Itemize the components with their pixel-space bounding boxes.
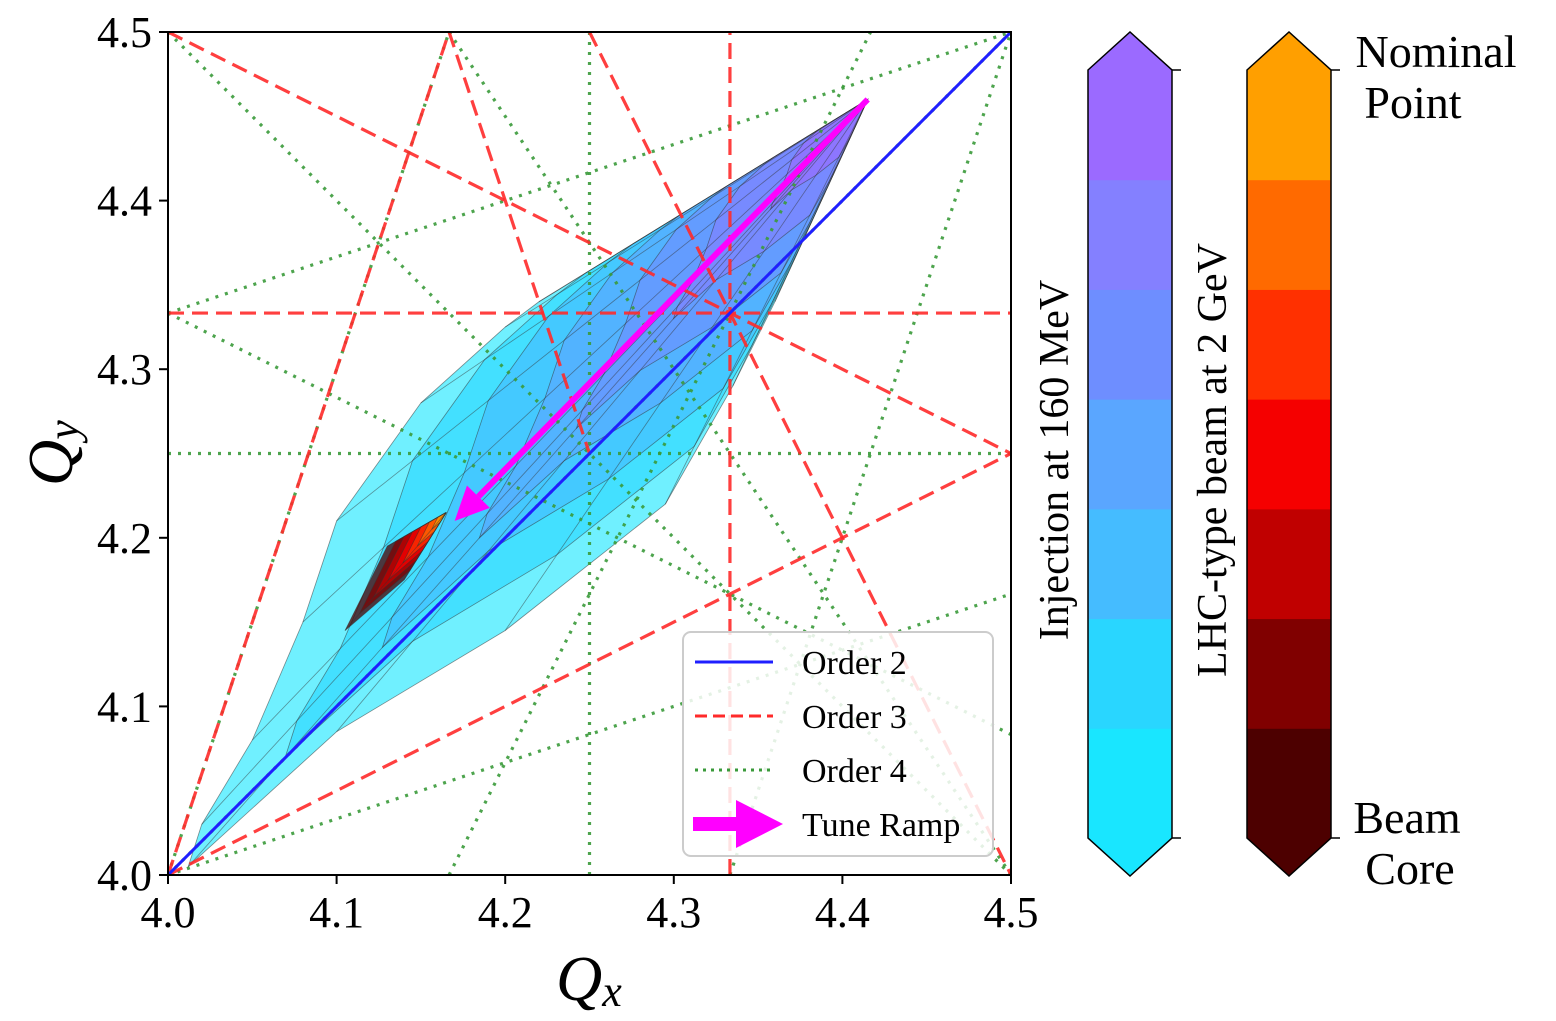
order2-resonance-line xyxy=(168,32,1011,875)
colorbar-segment xyxy=(1088,179,1172,290)
tune-ramp-arrow xyxy=(454,97,870,521)
colorbar-segment xyxy=(1247,618,1331,729)
footprint-mesh-line xyxy=(665,99,869,505)
footprint-mesh-line xyxy=(344,512,447,631)
footprint-mesh-line xyxy=(403,512,447,581)
colorbar-segment xyxy=(1088,728,1172,839)
footprint-mesh-line xyxy=(774,99,869,302)
colorbar-top-extension xyxy=(1247,32,1331,70)
legend-label: Order 3 xyxy=(802,699,907,736)
order4-resonance-line xyxy=(168,32,451,875)
y-axis-ticks: 4.0 4.1 4.2 4.3 4.4 4.5 xyxy=(97,8,168,900)
colorbar-segment xyxy=(1247,289,1331,400)
colorbar-segment xyxy=(1247,508,1331,620)
x-tick-label: 4.4 xyxy=(815,888,870,937)
x-tick-label: 4.5 xyxy=(984,888,1039,937)
colorbar-segment xyxy=(1088,618,1172,729)
colorbar-top-extension xyxy=(1088,32,1172,70)
colorbar-bottom-label-line2: Core xyxy=(1365,843,1454,894)
x-tick-label: 4.0 xyxy=(141,888,196,937)
y-tick-label: 4.4 xyxy=(97,177,152,226)
footprint-mesh-line xyxy=(504,99,869,631)
order4-resonance-line xyxy=(728,32,1011,875)
footprint-mesh-line xyxy=(336,99,868,732)
colorbar-segment xyxy=(1088,399,1172,510)
colorbar-bottom-extension xyxy=(1088,838,1172,876)
footprint-mesh-line xyxy=(538,99,868,303)
plot-frame xyxy=(167,31,1012,876)
y-axis-label: Qy xyxy=(15,420,88,486)
footprint-mesh-line xyxy=(420,99,868,404)
colorbar-segment xyxy=(1247,399,1331,510)
y-tick-label: 4.3 xyxy=(97,345,152,394)
footprint-mesh-line xyxy=(187,99,868,867)
legend-label: Order 4 xyxy=(802,753,907,790)
legend-label: Tune Ramp xyxy=(802,807,960,844)
x-tick-label: 4.1 xyxy=(309,888,364,937)
footprint-mesh-line xyxy=(504,99,868,328)
colorbar-bottom-extension xyxy=(1247,838,1331,876)
colorbar-segment xyxy=(1088,508,1172,620)
x-axis-ticks: 4.0 4.1 4.2 4.3 4.4 4.5 xyxy=(141,875,1039,937)
footprint-mesh-line xyxy=(336,99,868,522)
order3-resonance-line xyxy=(168,452,1011,875)
colorbar-title-lhc: LHC-type beam at 2 GeV xyxy=(1190,243,1236,677)
footprint-mesh-line xyxy=(386,512,447,547)
colorbar-segment xyxy=(1247,728,1331,839)
order3-resonance-line xyxy=(168,32,451,875)
colorbar-title-injection: Injection at 160 MeV xyxy=(1032,280,1078,640)
colorbar-segment xyxy=(1247,179,1331,290)
x-tick-label: 4.2 xyxy=(478,888,533,937)
y-tick-label: 4.2 xyxy=(97,514,152,563)
colorbar-top-label-line1: Nominal xyxy=(1356,26,1517,77)
legend-label: Order 2 xyxy=(802,645,907,682)
order3-resonance-line xyxy=(588,32,1011,875)
x-tick-label: 4.3 xyxy=(646,888,701,937)
legend: Order 2 Order 3 Order 4 Tune Ramp xyxy=(682,631,994,857)
legend-box xyxy=(682,631,994,857)
colorbar-segment xyxy=(1088,70,1172,181)
colorbar-segment xyxy=(1088,289,1172,400)
tune-ramp-head xyxy=(454,485,490,521)
y-tick-label: 4.0 xyxy=(97,851,152,900)
colorbar-bottom-label-line1: Beam xyxy=(1353,792,1461,843)
footprint-mesh-line xyxy=(302,99,868,623)
colorbar-top-label-line2: Point xyxy=(1364,77,1461,128)
colorbars: Injection at 160 MeV LHC-type beam at 2 G… xyxy=(1032,26,1516,894)
tune-ramp-shaft xyxy=(476,97,870,499)
legend-arrow-head xyxy=(736,800,783,848)
order3-resonance-line xyxy=(447,32,592,455)
x-axis-label: Qx xyxy=(556,943,622,1016)
order3-resonance-line xyxy=(168,32,1011,455)
y-tick-label: 4.5 xyxy=(97,8,152,57)
y-tick-label: 4.1 xyxy=(97,682,152,731)
order4-resonance-line xyxy=(447,32,872,875)
order4-resonance-line xyxy=(168,311,1011,736)
colorbar-segment xyxy=(1247,70,1331,181)
footprint-mesh-line xyxy=(201,99,868,825)
order4-resonance-line xyxy=(168,32,1011,315)
